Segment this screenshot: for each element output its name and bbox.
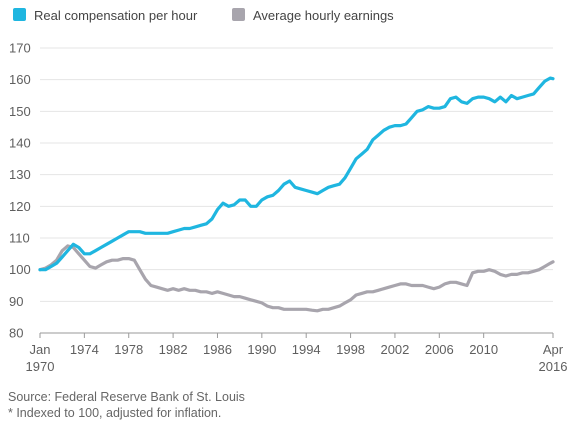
y-tick-label: 90	[9, 294, 23, 309]
x-tick-label-year: 2016	[539, 359, 568, 374]
x-tick-label: 1998	[336, 342, 365, 357]
x-tick-label: Apr	[543, 342, 564, 357]
y-tick-label: 140	[9, 136, 31, 151]
x-tick-label: 1974	[70, 342, 99, 357]
x-tick-label: 1982	[159, 342, 188, 357]
series-line-average-hourly-earnings	[38, 244, 555, 313]
x-tick-label-year: 1970	[26, 359, 55, 374]
legend-label-average-hourly-earnings: Average hourly earnings	[253, 8, 394, 23]
y-axis: 170 160 150 140 130 120 110 100 90 80	[9, 41, 31, 341]
plot-area	[38, 76, 555, 313]
legend: Real compensation per hour Average hourl…	[13, 8, 394, 23]
x-tick-label: 1986	[203, 342, 232, 357]
x-tick-label: 2010	[469, 342, 498, 357]
legend-swatch-real-compensation	[13, 8, 26, 21]
y-tick-label: 110	[9, 231, 30, 246]
y-tick-label: 120	[9, 199, 31, 214]
x-tick-label: Jan	[30, 342, 51, 357]
x-tick-label: 1994	[292, 342, 321, 357]
y-tick-label: 100	[9, 262, 31, 277]
y-tick-label: 150	[9, 104, 31, 119]
series-line-real-compensation	[38, 76, 555, 272]
footnote: * Indexed to 100, adjusted for inflation…	[8, 406, 222, 420]
legend-label-real-compensation: Real compensation per hour	[34, 8, 198, 23]
y-tick-label: 130	[9, 167, 31, 182]
gridlines	[40, 47, 553, 334]
y-tick-label: 160	[9, 72, 31, 87]
legend-swatch-average-hourly-earnings	[232, 8, 245, 21]
y-tick-label: 170	[9, 41, 31, 56]
x-tick-label: 2006	[425, 342, 454, 357]
source-note: Source: Federal Reserve Bank of St. Loui…	[8, 390, 245, 404]
x-axis: Jan 1970 1974 1978 1982 1986 1990 1994 1998 2002 2…	[26, 333, 568, 374]
x-tick-label: 1978	[114, 342, 143, 357]
x-tick-label: 2002	[380, 342, 409, 357]
y-tick-label: 80	[9, 326, 23, 341]
x-tick-label: 1990	[247, 342, 276, 357]
